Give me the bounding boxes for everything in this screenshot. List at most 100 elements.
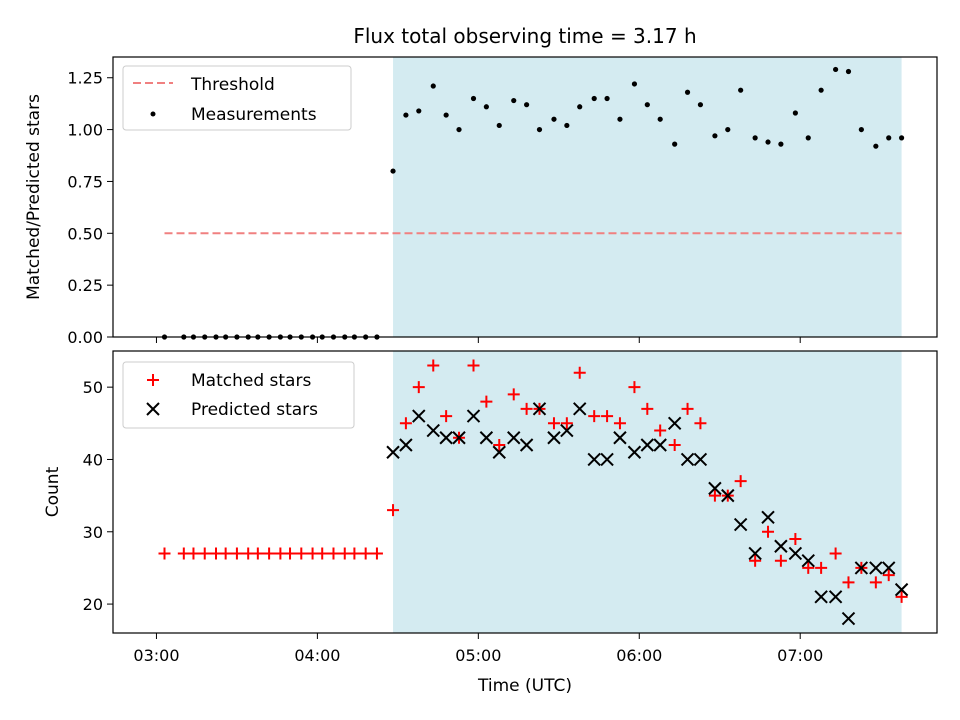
bottom-x-tick-label: 05:00	[455, 646, 501, 665]
predicted-star-point	[600, 452, 614, 467]
measurement-point	[778, 141, 784, 147]
predicted-star-point	[788, 546, 803, 561]
measurement-point	[805, 135, 811, 141]
matched-star-point	[815, 561, 828, 574]
bottom-y-tick-label: 20	[83, 595, 103, 614]
matched-legend-swatch	[147, 374, 159, 386]
measurement-point	[898, 135, 905, 141]
predicted-star-point	[894, 582, 909, 597]
matched-star-point	[493, 439, 506, 451]
top-legend-box	[122, 65, 352, 131]
measurement-point	[644, 102, 650, 108]
bottom-axes-frame	[112, 350, 938, 634]
predicted-star-point	[560, 423, 574, 438]
bottom-x-ticks: 03:00 04:00 05:00 06:00 07:00	[133, 633, 823, 665]
predicted-star-point	[748, 546, 762, 561]
predicted-star-point	[613, 431, 627, 445]
measurement-point	[551, 116, 557, 122]
bottom-y-ticks: 20 30 40 50	[83, 378, 113, 614]
matched-star-point	[399, 417, 412, 430]
predicted-star-point	[479, 431, 494, 445]
predicted-star-point	[399, 438, 413, 452]
matched-star-point	[734, 475, 747, 488]
measurement-point	[672, 141, 678, 147]
predicted-star-point	[869, 561, 883, 575]
matched-star-point	[668, 439, 681, 451]
matched-star-point	[263, 547, 276, 560]
bottom-marks	[158, 359, 909, 626]
bottom-x-tick-label: 07:00	[777, 646, 823, 665]
bottom-legend-box	[122, 361, 355, 429]
matched-star-point	[198, 547, 211, 560]
measurement-point	[496, 122, 502, 129]
matched-star-point	[613, 417, 626, 430]
predicted-star-point	[507, 431, 521, 445]
matched-star-point	[187, 547, 200, 560]
measurement-point	[604, 95, 610, 102]
matched-star-point	[219, 547, 232, 560]
matched-star-point	[774, 554, 787, 567]
matched-star-point	[348, 547, 361, 560]
bottom-y-tick-label: 50	[83, 378, 103, 397]
measurement-point	[845, 68, 852, 75]
predicted-star-point	[452, 431, 466, 445]
predicted-star-point	[721, 488, 735, 503]
matched-star-point	[316, 547, 329, 560]
predicted-star-point	[519, 438, 534, 452]
measurement-point	[684, 89, 691, 95]
predicted-star-point	[841, 611, 856, 626]
top-legend: Threshold Measurements	[122, 65, 352, 131]
measurement-point	[443, 112, 449, 118]
predicted-star-point	[653, 438, 667, 452]
matched-star-point	[762, 525, 775, 538]
predicted-star-point	[587, 452, 601, 467]
top-y-tick-label: 0.00	[67, 328, 103, 347]
top-panel: 0.00 0.25 0.50 0.75 1.00 1.25 Matched/Predict…	[24, 56, 938, 347]
matched-star-point	[467, 359, 480, 372]
matched-star-point	[641, 402, 654, 415]
bottom-x-tick-label: 03:00	[133, 646, 179, 665]
measurement-point	[524, 102, 530, 108]
measurement-point	[738, 87, 744, 93]
measurement-point	[792, 110, 798, 116]
predicted-star-point	[492, 445, 506, 459]
matched-star-point	[588, 410, 601, 423]
matched-star-point	[789, 533, 802, 545]
measurement-point	[712, 133, 718, 139]
measurement-point	[470, 95, 477, 102]
matched-star-point	[359, 547, 372, 560]
top-y-tick-label: 0.25	[67, 276, 103, 295]
measurement-point	[430, 83, 436, 89]
matched-star-point	[681, 402, 694, 415]
predicted-star-point	[439, 431, 453, 445]
figure-title: Flux total observing time = 3.17 h	[353, 24, 696, 48]
matched-star-point	[427, 359, 440, 372]
matched-star-point	[573, 366, 586, 379]
predicted-star-point	[882, 561, 896, 575]
matched-star-point	[251, 547, 264, 560]
measurement-point	[564, 122, 570, 129]
measurement-point	[416, 108, 422, 114]
matched-star-point	[895, 590, 908, 603]
top-highlight-span	[393, 57, 902, 337]
measurement-point	[858, 126, 864, 133]
predicted-star-point	[693, 452, 708, 467]
measurement-point	[456, 126, 462, 133]
top-y-axis-label: Matched/Predicted stars	[24, 94, 44, 300]
bottom-y-tick-label: 30	[83, 523, 103, 542]
measurement-point	[765, 139, 771, 145]
matched-star-point	[284, 547, 297, 560]
predicted-star-point	[532, 402, 547, 416]
matched-star-point	[842, 576, 855, 589]
matched-star-point	[295, 547, 308, 560]
top-y-tick-label: 0.75	[67, 172, 103, 191]
matched-star-point	[869, 576, 882, 589]
measurements-legend-swatch	[150, 111, 156, 117]
predicted-star-point	[573, 402, 587, 416]
predicted-star-point	[708, 481, 722, 496]
matched-star-point	[547, 417, 560, 430]
measurement-point	[752, 135, 758, 141]
predicted-legend-label: Predicted stars	[191, 400, 318, 420]
measurement-point	[591, 95, 597, 102]
matched-star-point	[412, 381, 425, 394]
